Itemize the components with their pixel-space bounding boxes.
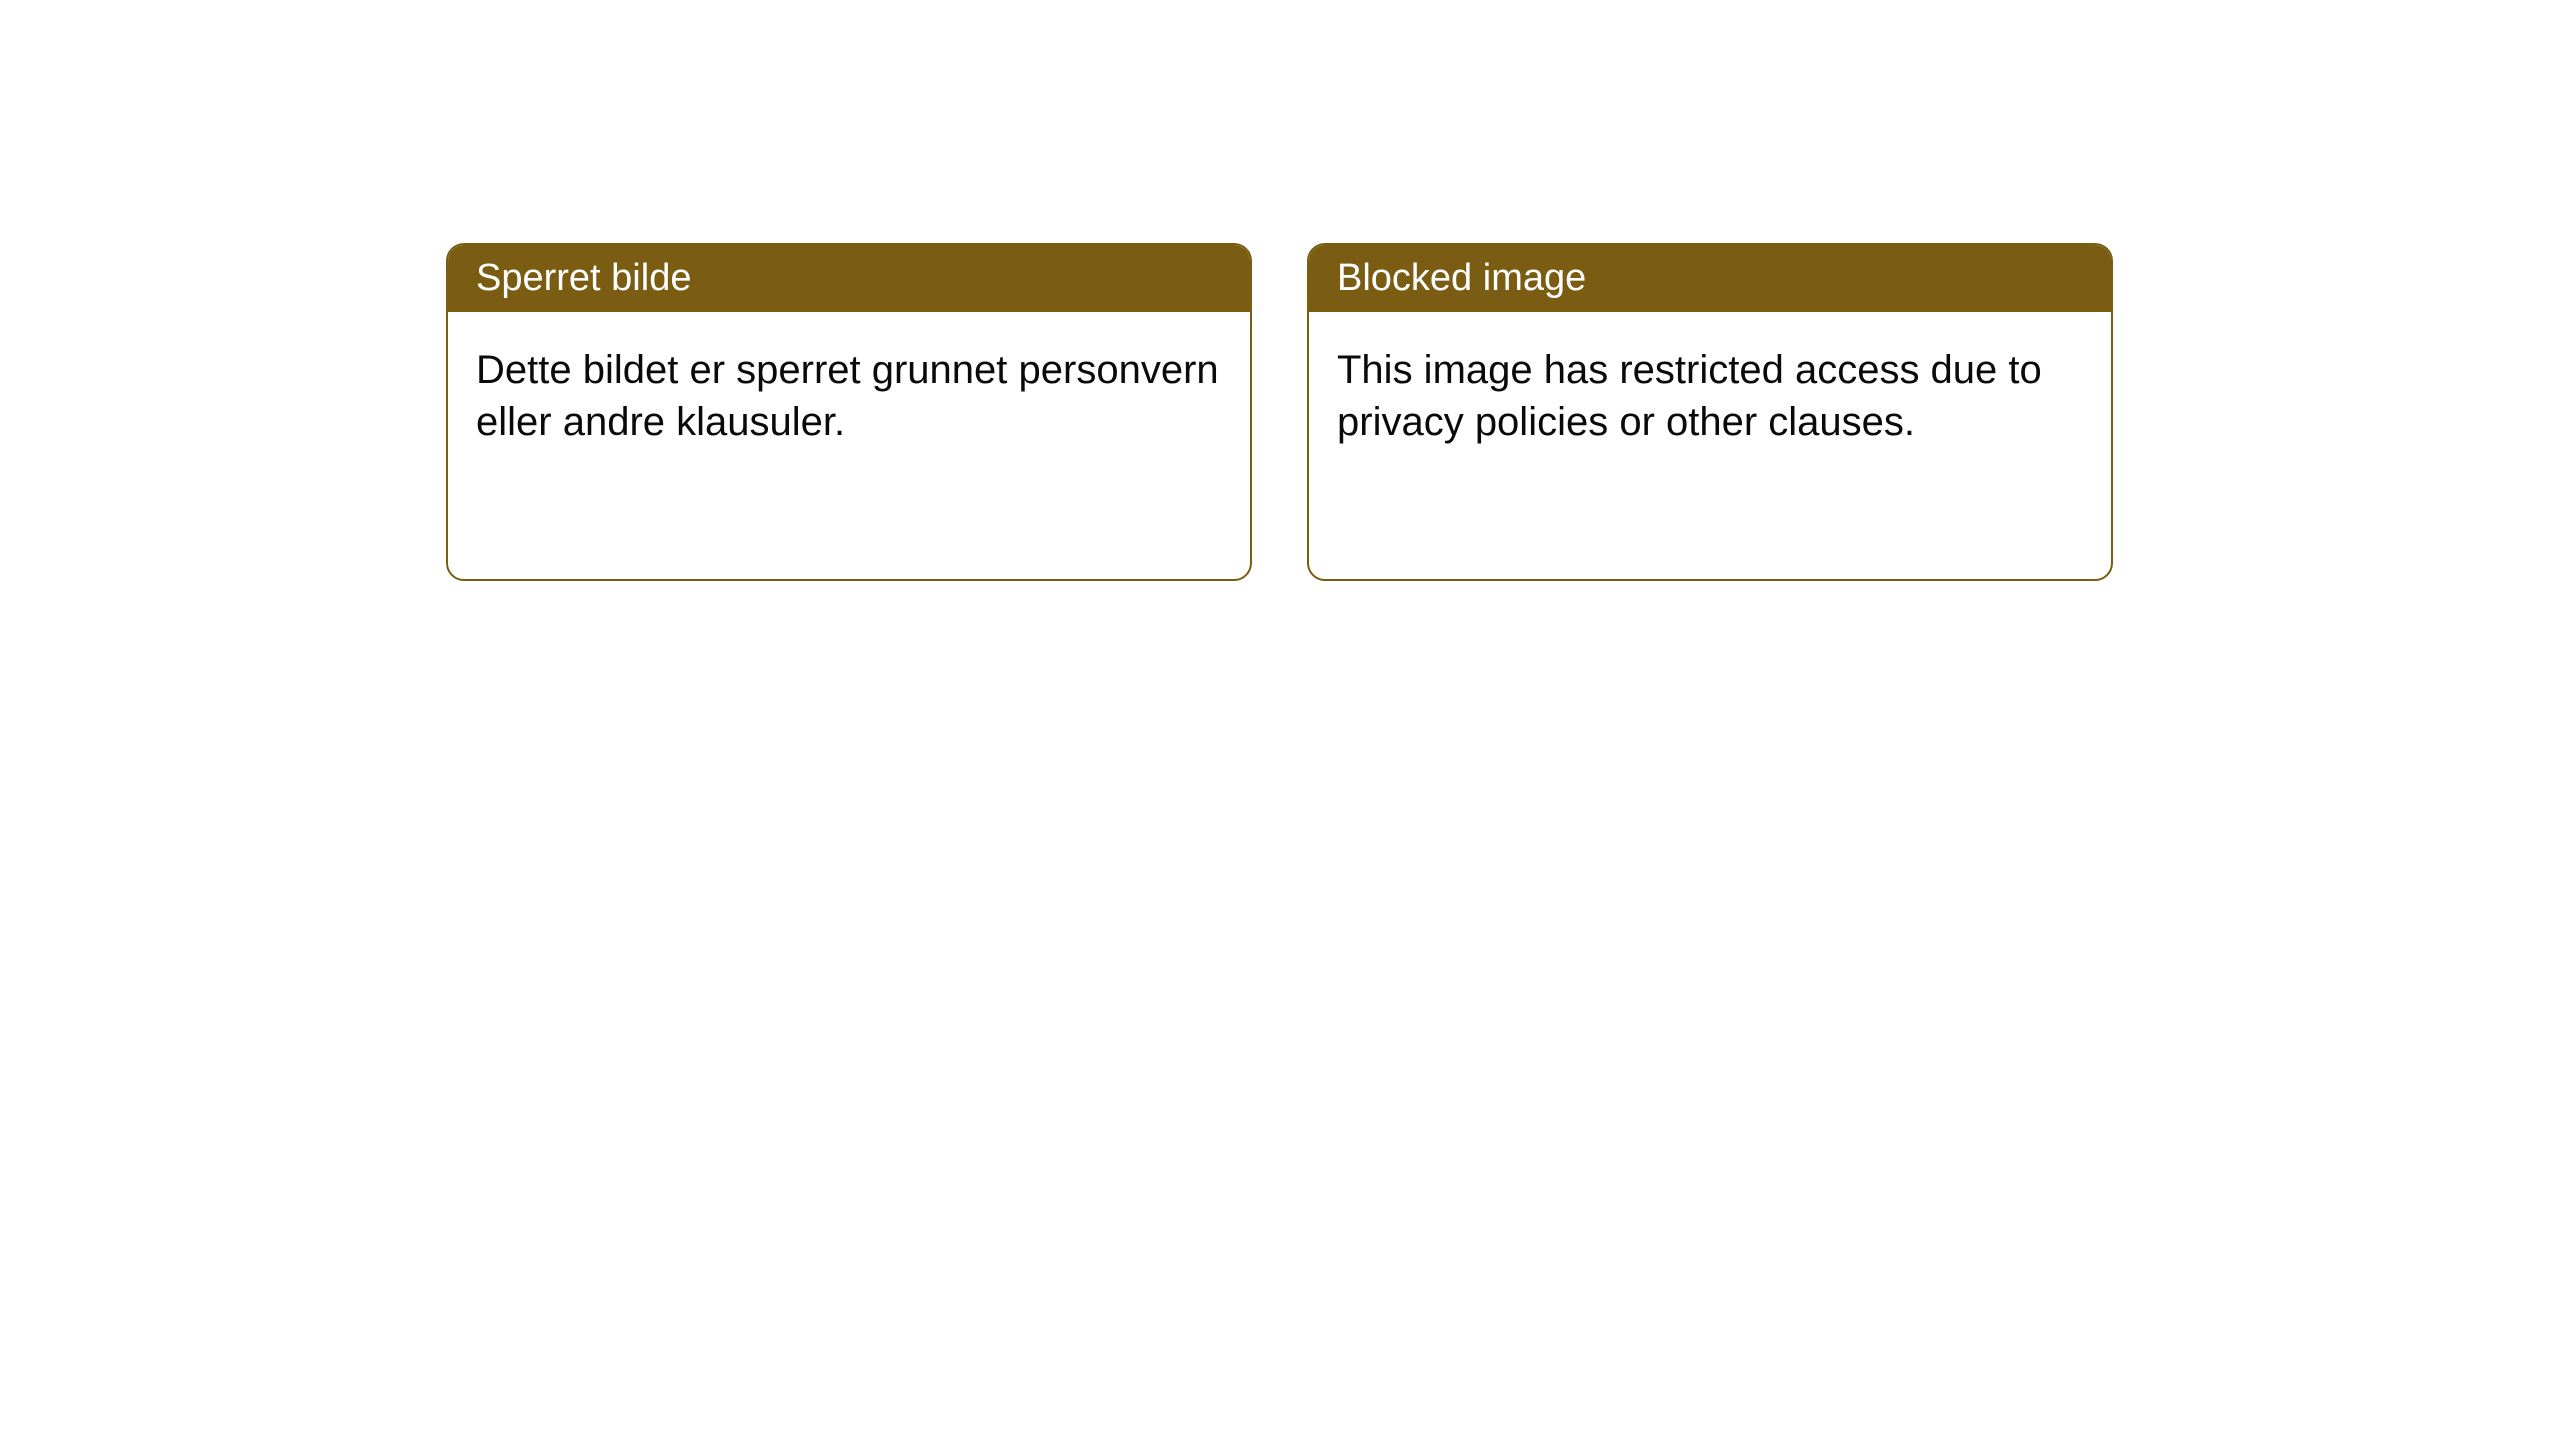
card-title: Sperret bilde xyxy=(476,257,691,299)
card-title: Blocked image xyxy=(1337,257,1586,299)
card-body: This image has restricted access due to … xyxy=(1309,312,2111,480)
card-body-text: This image has restricted access due to … xyxy=(1337,348,2042,444)
notice-cards-container: Sperret bilde Dette bildet er sperret gr… xyxy=(0,0,2560,581)
card-body-text: Dette bildet er sperret grunnet personve… xyxy=(476,348,1219,444)
card-header: Sperret bilde xyxy=(448,245,1250,312)
card-body: Dette bildet er sperret grunnet personve… xyxy=(448,312,1250,480)
notice-card-english: Blocked image This image has restricted … xyxy=(1307,243,2113,581)
card-header: Blocked image xyxy=(1309,245,2111,312)
notice-card-norwegian: Sperret bilde Dette bildet er sperret gr… xyxy=(446,243,1252,581)
